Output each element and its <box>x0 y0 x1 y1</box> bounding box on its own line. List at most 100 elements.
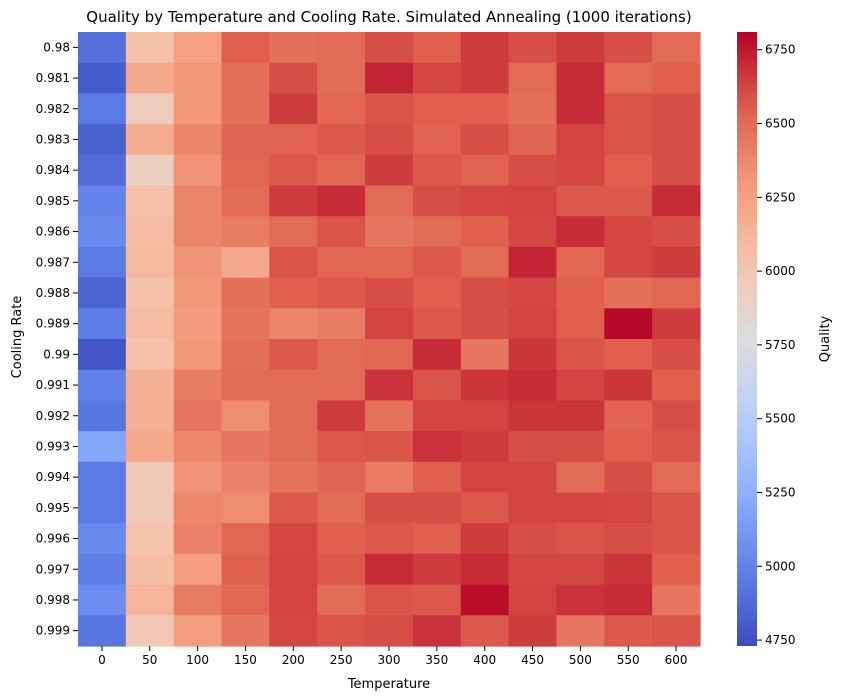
y-tick-label: 0.998 <box>36 593 70 607</box>
heatmap-cell <box>269 492 318 524</box>
heatmap-cell <box>365 277 414 309</box>
heatmap-cell <box>317 32 366 64</box>
heatmap-cell <box>365 308 414 340</box>
heatmap-cell <box>125 369 175 401</box>
heatmap-cell <box>317 400 366 432</box>
heatmap-cell <box>78 93 127 125</box>
heatmap-cell <box>269 615 318 647</box>
heatmap-cell <box>173 32 223 64</box>
heatmap-cell <box>269 308 318 340</box>
heatmap-cell <box>556 124 605 156</box>
heatmap-cell <box>78 431 127 463</box>
heatmap-cell <box>317 369 366 401</box>
heatmap-cell <box>78 584 127 616</box>
heatmap-cell <box>460 492 510 524</box>
heatmap-cell <box>173 369 223 401</box>
heatmap-cell <box>173 185 223 217</box>
heatmap-cell <box>365 339 414 371</box>
heatmap-cell <box>604 308 653 340</box>
heatmap-cell <box>508 32 558 64</box>
chart-title: Quality by Temperature and Cooling Rate.… <box>86 8 691 26</box>
heatmap-cell <box>460 400 510 432</box>
heatmap-cell <box>556 32 605 64</box>
heatmap-cell <box>412 93 462 125</box>
heatmap-cell <box>604 154 653 187</box>
heatmap-cell <box>460 93 510 125</box>
heatmap-cell <box>173 62 223 94</box>
heatmap-cell <box>604 185 653 217</box>
heatmap-cell <box>125 615 175 647</box>
x-tick-label: 350 <box>425 653 448 667</box>
heatmap-cell <box>365 93 414 125</box>
heatmap-cell <box>221 216 270 248</box>
heatmap-cell <box>508 246 558 279</box>
y-tick-label: 0.992 <box>36 409 70 423</box>
heatmap-cell <box>508 154 558 187</box>
heatmap-cell <box>652 339 701 371</box>
heatmap-cell <box>221 339 270 371</box>
heatmap-cell <box>460 339 510 371</box>
heatmap-cell <box>604 246 653 279</box>
heatmap-cell <box>173 431 223 463</box>
heatmap-cell <box>652 461 701 494</box>
heatmap-cell <box>221 400 270 432</box>
heatmap-cell <box>125 62 175 94</box>
heatmap-cell <box>125 93 175 125</box>
heatmap-cell <box>78 308 127 340</box>
x-tick-label: 200 <box>282 653 305 667</box>
heatmap-cell <box>317 492 366 524</box>
heatmap-cell <box>173 339 223 371</box>
heatmap-cell <box>125 339 175 371</box>
heatmap-cell <box>365 584 414 616</box>
heatmap-cell <box>317 523 366 555</box>
x-tick-label: 450 <box>521 653 544 667</box>
heatmap-cell <box>412 277 462 309</box>
heatmap-cell <box>125 216 175 248</box>
heatmap-cell <box>78 461 127 494</box>
heatmap-cell <box>317 246 366 279</box>
heatmap-cell <box>508 400 558 432</box>
heatmap-cell <box>508 523 558 555</box>
heatmap-cell <box>365 246 414 279</box>
heatmap-cell <box>221 308 270 340</box>
heatmap-cell <box>317 124 366 156</box>
heatmap-cell <box>269 400 318 432</box>
heatmap-cell <box>221 185 270 217</box>
heatmap-cell <box>125 124 175 156</box>
heatmap-cell <box>508 124 558 156</box>
heatmap-cell <box>412 615 462 647</box>
x-tick-label: 100 <box>186 653 209 667</box>
heatmap-cell <box>125 277 175 309</box>
heatmap-cell <box>460 277 510 309</box>
heatmap-cell <box>460 308 510 340</box>
heatmap-cell <box>78 369 127 401</box>
heatmap-cell <box>221 369 270 401</box>
heatmap-cell <box>365 523 414 555</box>
heatmap-cell <box>269 369 318 401</box>
y-tick-label: 0.993 <box>36 439 70 453</box>
heatmap-cell <box>652 584 701 616</box>
heatmap-cell <box>508 615 558 647</box>
heatmap-cell <box>269 93 318 125</box>
colorbar-tick-label: 6750 <box>765 43 796 57</box>
heatmap-cell <box>317 431 366 463</box>
heatmap-cell <box>78 154 127 187</box>
heatmap-cell <box>508 461 558 494</box>
heatmap-cell <box>173 584 223 616</box>
heatmap-cell <box>78 492 127 524</box>
heatmap-cell <box>317 553 366 586</box>
heatmap-cell <box>365 431 414 463</box>
heatmap-cell <box>78 615 127 647</box>
heatmap-cell <box>556 369 605 401</box>
heatmap-cell <box>508 93 558 125</box>
heatmap-cell <box>652 32 701 64</box>
heatmap-cell <box>556 431 605 463</box>
heatmap-cell <box>269 553 318 586</box>
y-tick-label: 0.989 <box>36 317 70 331</box>
heatmap-cell <box>652 615 701 647</box>
heatmap-cell <box>460 32 510 64</box>
y-tick-label: 0.991 <box>36 378 70 392</box>
heatmap-cell <box>412 185 462 217</box>
heatmap-cell <box>269 216 318 248</box>
colorbar-tick-label: 5000 <box>765 559 796 573</box>
